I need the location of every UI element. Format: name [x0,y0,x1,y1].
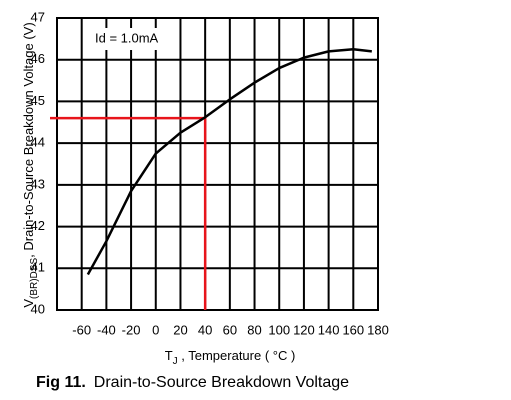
y-label-sub: (BR)DSS [29,258,40,299]
x-label-main: T [165,348,173,363]
x-tick-label: -20 [122,322,141,337]
y-label-main: V [21,299,36,308]
y-label-rest: , Drain-to-Source Breakdown Voltage (V) [21,22,36,258]
x-tick-label: 120 [293,322,315,337]
y-tick-label: 44 [31,135,45,150]
x-tick-label: 80 [247,322,261,337]
y-tick-label: 42 [31,218,45,233]
caption-text: Drain-to-Source Breakdown Voltage [94,374,349,391]
x-label-sub: J [173,356,178,367]
x-tick-label: 0 [152,322,159,337]
y-tick-label: 47 [31,9,45,24]
x-tick-label: -60 [72,322,91,337]
x-tick-label: 60 [223,322,237,337]
curve [86,48,372,276]
x-tick-label: -40 [97,322,116,337]
caption-label: Fig 11. [36,374,86,391]
x-tick-label: 180 [367,322,389,337]
y-tick-label: 40 [31,301,45,316]
x-axis-label: TJ , Temperature ( °C ) [165,348,296,366]
x-label-rest: , Temperature ( °C ) [178,348,296,363]
x-tick-label: 100 [268,322,290,337]
caption: Fig 11. Drain-to-Source Breakdown Voltage [36,374,349,391]
plot-area [56,17,379,311]
x-tick-label: 40 [198,322,212,337]
y-tick-label: 41 [31,260,45,275]
y-axis-label: V(BR)DSS, Drain-to-Source Breakdown Volt… [21,22,39,307]
annotation-box [90,28,172,50]
y-tick-label: 46 [31,51,45,66]
x-tick-label: 140 [318,322,340,337]
x-tick-label: 160 [342,322,364,337]
y-tick-label: 43 [31,176,45,191]
y-tick-label: 45 [31,93,45,108]
annotation: Id = 1.0mA [95,30,159,45]
x-tick-label: 20 [173,322,187,337]
